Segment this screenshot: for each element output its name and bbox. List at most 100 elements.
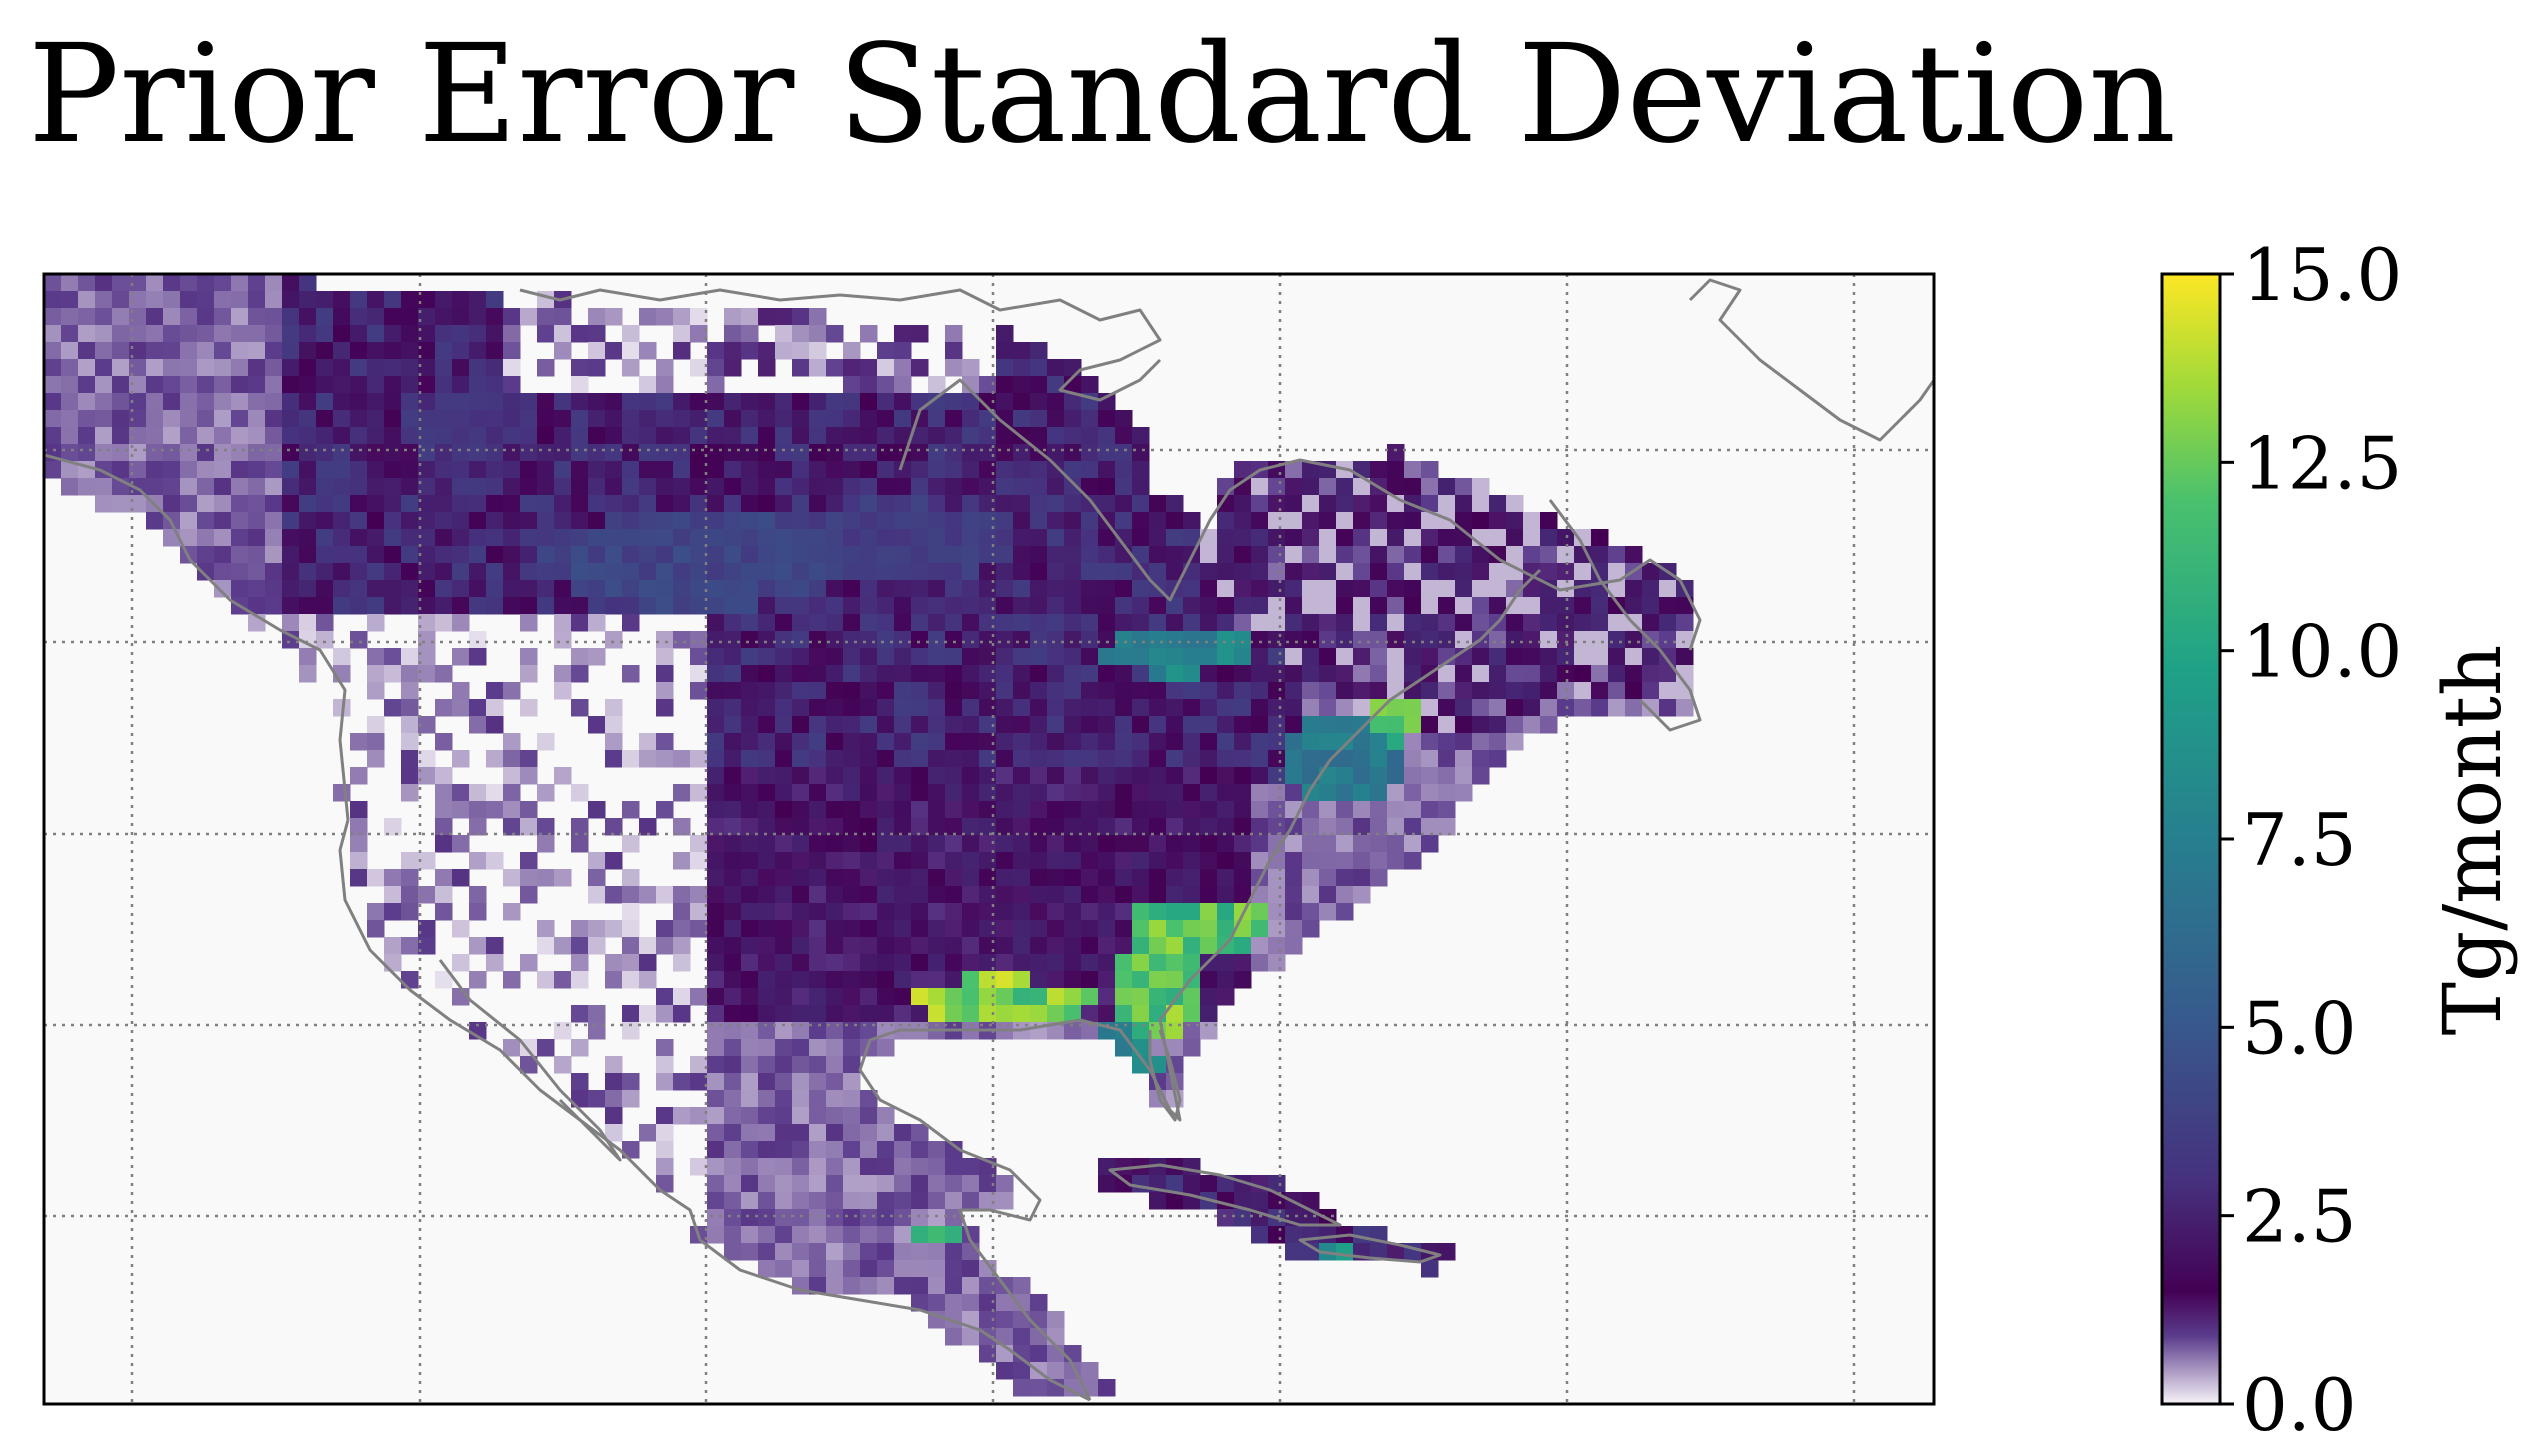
heatmap-cell xyxy=(758,954,776,972)
heatmap-cell xyxy=(180,308,198,326)
heatmap-cell xyxy=(1472,699,1490,717)
heatmap-cell xyxy=(486,597,504,615)
heatmap-cell xyxy=(503,393,521,411)
heatmap-cell xyxy=(1387,631,1405,649)
heatmap-cell xyxy=(1166,869,1184,887)
heatmap-cell xyxy=(435,903,453,921)
heatmap-cell xyxy=(1030,1005,1048,1023)
heatmap-cell xyxy=(486,359,504,377)
heatmap-cell xyxy=(1455,682,1473,700)
heatmap-cell xyxy=(860,597,878,615)
heatmap-cell xyxy=(1132,529,1150,547)
heatmap-cell xyxy=(843,1260,861,1278)
heatmap-cell xyxy=(333,784,351,802)
heatmap-cell xyxy=(367,393,385,411)
heatmap-cell xyxy=(809,886,827,904)
heatmap-cell xyxy=(860,937,878,955)
heatmap-cell xyxy=(894,903,912,921)
heatmap-cell xyxy=(469,648,487,666)
heatmap-cell xyxy=(792,784,810,802)
heatmap-cell xyxy=(1064,699,1082,717)
heatmap-cell xyxy=(1098,682,1116,700)
heatmap-cell xyxy=(95,342,113,360)
heatmap-cell xyxy=(962,529,980,547)
heatmap-cell xyxy=(707,1192,725,1210)
heatmap-cell xyxy=(1319,784,1337,802)
heatmap-cell xyxy=(554,529,572,547)
heatmap-cell xyxy=(231,308,249,326)
heatmap-cell xyxy=(894,597,912,615)
heatmap-cell xyxy=(894,563,912,581)
heatmap-cell xyxy=(1013,1379,1031,1397)
heatmap-cell xyxy=(1302,903,1320,921)
heatmap-cell xyxy=(1353,580,1371,598)
heatmap-cell xyxy=(996,886,1014,904)
heatmap-cell xyxy=(758,886,776,904)
heatmap-cell xyxy=(537,308,555,326)
heatmap-cell xyxy=(775,512,793,530)
heatmap-cell xyxy=(1251,699,1269,717)
heatmap-cell xyxy=(945,1158,963,1176)
heatmap-cell xyxy=(1081,529,1099,547)
heatmap-cell xyxy=(1115,733,1133,751)
heatmap-cell xyxy=(860,682,878,700)
heatmap-cell xyxy=(758,665,776,683)
heatmap-cell xyxy=(809,495,827,513)
heatmap-cell xyxy=(537,563,555,581)
heatmap-cell xyxy=(554,546,572,564)
heatmap-cell xyxy=(741,1141,759,1159)
heatmap-cell xyxy=(1030,359,1048,377)
heatmap-cell xyxy=(1013,682,1031,700)
heatmap-cell xyxy=(112,427,130,445)
heatmap-cell xyxy=(639,1005,657,1023)
heatmap-cell xyxy=(860,1226,878,1244)
heatmap-cell xyxy=(758,580,776,598)
heatmap-cell xyxy=(894,716,912,734)
heatmap-cell xyxy=(843,546,861,564)
heatmap-cell xyxy=(911,835,929,853)
heatmap-cell xyxy=(401,495,419,513)
heatmap-cell xyxy=(1013,1311,1031,1329)
heatmap-cell xyxy=(1455,580,1473,598)
heatmap-cell xyxy=(554,869,572,887)
heatmap-cell xyxy=(826,529,844,547)
heatmap-cell xyxy=(231,512,249,530)
heatmap-cell xyxy=(1081,886,1099,904)
heatmap-cell xyxy=(1166,920,1184,938)
colorbar-tick-label: 10.0 xyxy=(2242,610,2402,694)
heatmap-cell xyxy=(1472,716,1490,734)
heatmap-cell xyxy=(792,427,810,445)
heatmap-cell xyxy=(1234,495,1252,513)
heatmap-cell xyxy=(1149,648,1167,666)
heatmap-cell xyxy=(826,478,844,496)
heatmap-cell xyxy=(877,1243,895,1261)
heatmap-cell xyxy=(1047,478,1065,496)
heatmap-cell xyxy=(792,1073,810,1091)
heatmap-cell xyxy=(469,631,487,649)
colorbar-label: Tg/month xyxy=(2426,645,2519,1036)
heatmap-cell xyxy=(945,1005,963,1023)
heatmap-cell xyxy=(826,920,844,938)
heatmap-cell xyxy=(112,393,130,411)
heatmap-cell xyxy=(1081,512,1099,530)
heatmap-cell xyxy=(316,529,334,547)
heatmap-cell xyxy=(452,529,470,547)
heatmap-cell xyxy=(656,665,674,683)
heatmap-cell xyxy=(792,410,810,428)
heatmap-cell xyxy=(945,750,963,768)
colorbar-tick-label: 5.0 xyxy=(2242,986,2357,1070)
heatmap-cell xyxy=(1251,563,1269,581)
heatmap-cell xyxy=(1064,886,1082,904)
heatmap-cell xyxy=(1132,920,1150,938)
heatmap-cell xyxy=(367,376,385,394)
heatmap-cell xyxy=(1081,1362,1099,1380)
heatmap-cell xyxy=(1115,767,1133,785)
heatmap-cell xyxy=(1149,801,1167,819)
heatmap-cell xyxy=(1183,597,1201,615)
heatmap-cell xyxy=(1455,750,1473,768)
heatmap-cell xyxy=(605,427,623,445)
heatmap-cell xyxy=(367,716,385,734)
heatmap-cell xyxy=(537,546,555,564)
heatmap-cell xyxy=(758,682,776,700)
heatmap-cell xyxy=(214,563,232,581)
